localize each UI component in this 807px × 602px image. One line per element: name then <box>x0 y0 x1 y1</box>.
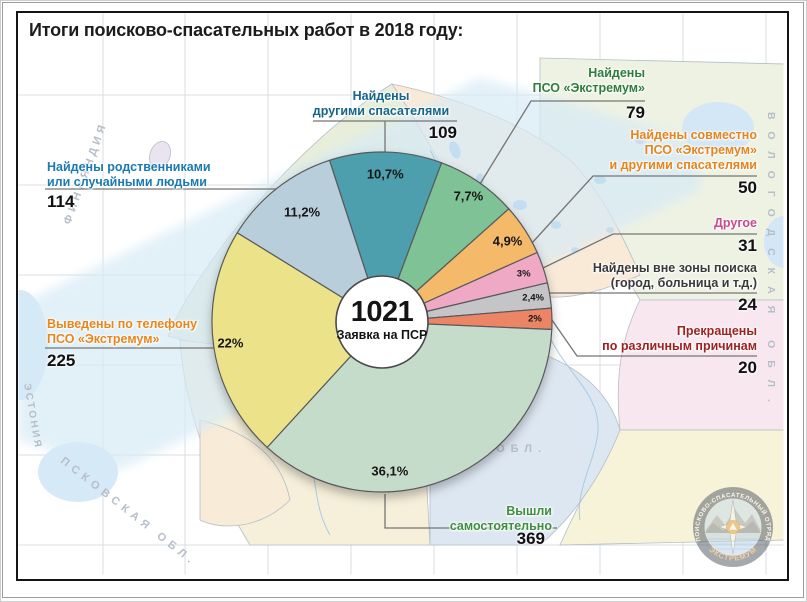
pie-slices <box>211 151 553 493</box>
callout-value-other: 31 <box>738 236 757 255</box>
callout-label-found-by-other-rescuers: Найдены другими спасателями <box>305 89 457 119</box>
callout-value-found-by-relatives: 114 <box>47 192 75 211</box>
callout-label-other: Другое <box>600 216 757 231</box>
leader-terminated <box>551 319 757 357</box>
callout-line: Вышли самостоятельно <box>449 504 552 533</box>
map-label-vologda-obl: ВОЛОГОДСКАЯ ОБЛ. <box>765 112 777 414</box>
callout-value-found-jointly: 50 <box>738 178 757 197</box>
callout-label-found-by-relatives: Найдены родственниками или случайными лю… <box>47 160 277 190</box>
callout-line: Другое <box>714 216 757 230</box>
callout-line: и другими спасателями <box>609 158 757 172</box>
callout-line: Выведены по телефону <box>47 317 198 331</box>
extremum-logo: ПОИСКОВО-СПАСАТЕЛЬНЫЙ ОТРЯД ЭКСТРЕМУМ <box>693 487 773 567</box>
callout-value-found-outside-zone: 24 <box>738 295 757 314</box>
pie-chart <box>211 151 553 493</box>
callout-line: Прекращены <box>676 324 757 338</box>
leader-other <box>542 233 757 269</box>
callout-label-found-jointly: Найдены совместно ПСО «Экстремум» и друг… <box>557 128 757 173</box>
pie-slice-guided_out_by_phone <box>211 232 383 448</box>
logo-triangle <box>729 523 737 530</box>
callout-line: или случайными людьми <box>47 175 207 189</box>
donut-total-value: 1021 <box>350 296 414 328</box>
callout-value-terminated: 20 <box>738 358 757 377</box>
pie-percent-label-found_by_pso_extremum: 7,7% <box>453 188 484 204</box>
pie-percent-label-found_by_other_rescuers: 10,7% <box>366 166 404 182</box>
callout-label-terminated: Прекращены по различным причинам <box>560 324 757 354</box>
pie-percent-label-exited_on_their_own: 36,1% <box>371 463 409 479</box>
callout-line: Найдены вне зоны поиска <box>592 261 757 275</box>
callout-label-found-by-pso-extremum: Найдены ПСО «Экстремум» <box>495 66 645 96</box>
pie-percent-label-found_outside_search_zone: 2,4% <box>522 292 544 304</box>
callout-value-guided-by-phone: 225 <box>47 351 76 370</box>
leader-exited-on-own <box>384 494 557 529</box>
callout-line: Найдены <box>588 66 645 80</box>
callout-line: ПСО «Экстремум» <box>532 81 645 95</box>
pie-percent-label-found_jointly: 4,9% <box>492 233 523 249</box>
map-lakes <box>18 102 784 502</box>
callout-line: ПСО «Экстремум» <box>47 332 160 346</box>
callout-label-found-outside-zone: Найдены вне зоны поиска (город, больница… <box>560 261 757 291</box>
callout-line: (город, больница и т.д.) <box>610 276 757 290</box>
callout-label-guided-by-phone: Выведены по телефону ПСО «Экстремум» <box>47 317 277 347</box>
callout-leader-lines <box>45 100 757 529</box>
pie-slice-found_by_other_rescuers <box>328 151 443 323</box>
callout-line: Найдены родственниками <box>47 160 211 174</box>
leader-found-jointly <box>531 175 757 244</box>
callout-value-found-by-other-rescuers: 109 <box>428 123 457 142</box>
pie-percent-label-terminated_various_reasons: 2% <box>528 313 542 325</box>
pie-slice-found_by_relatives <box>236 159 383 323</box>
pie-percent-label-guided_out_by_phone: 22% <box>217 335 244 351</box>
donut-total-caption: Заявка на ПСР <box>336 328 428 342</box>
callout-line: Найдены совместно <box>630 128 757 142</box>
callout-line: Найдены <box>352 89 410 103</box>
page-title: Итоги поисково-спасательных работ в 2018… <box>29 20 464 40</box>
callout-value-found-by-pso-extremum: 79 <box>626 103 645 122</box>
callout-label-exited-on-own: Вышли самостоятельно <box>402 504 552 534</box>
callout-line: по различным причинам <box>602 339 757 353</box>
pie-percent-label-other: 3% <box>516 268 531 280</box>
donut-center-circle <box>335 275 429 369</box>
pie-percent-label-found_by_relatives: 11,2% <box>283 204 321 220</box>
pie-slice-exited_on_their_own <box>266 321 553 493</box>
callout-value-exited-on-own: 369 <box>516 529 545 548</box>
callout-line: ПСО «Экстремум» <box>644 143 757 157</box>
leader-found-by-pso-extremum <box>479 100 645 185</box>
callout-line: другими спасателями <box>312 104 450 118</box>
